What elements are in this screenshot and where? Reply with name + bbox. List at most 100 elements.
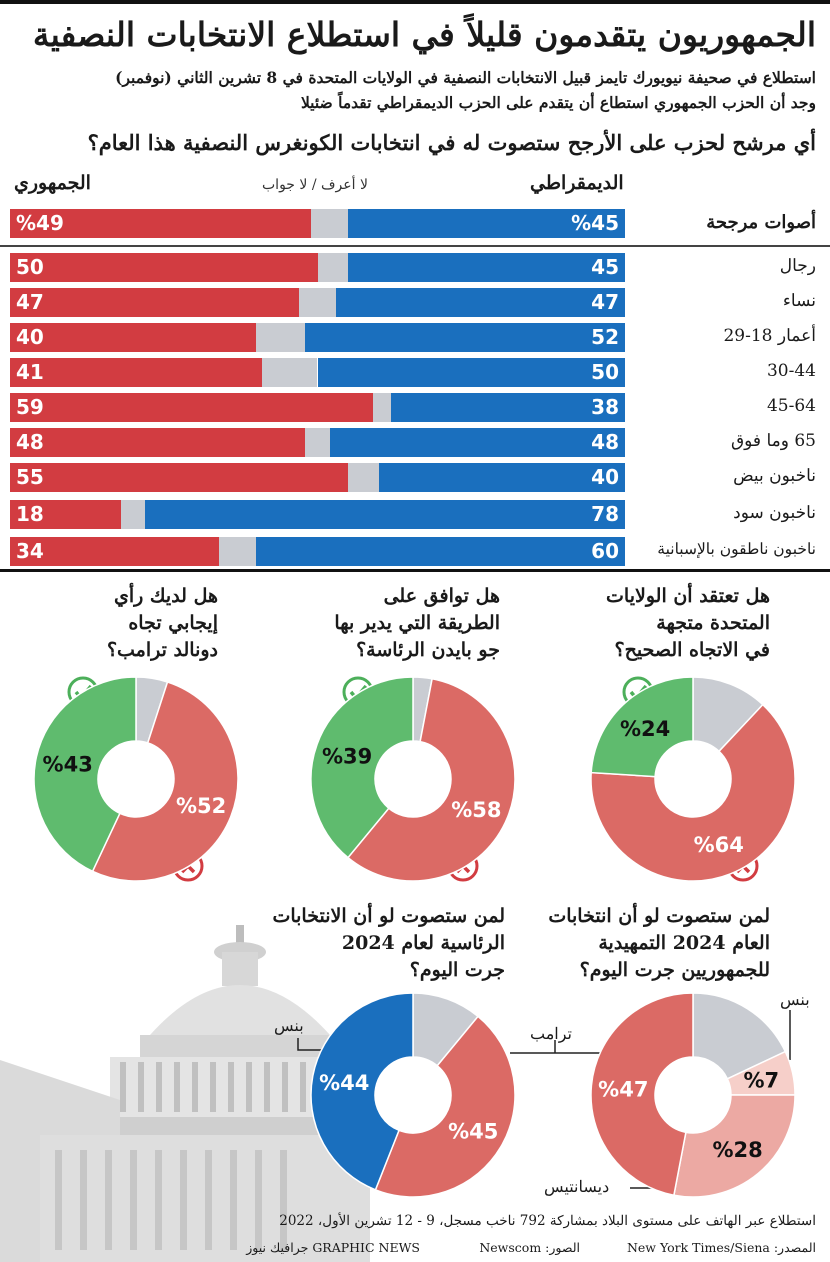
bar-value-democrat: %45: [571, 211, 619, 235]
donut-label: %52: [176, 794, 226, 818]
bar-value-democrat: 47: [591, 290, 619, 314]
bar-value-republican: 47: [16, 290, 44, 314]
donut-label: %39: [322, 744, 372, 768]
bar-row: 40 52: [10, 323, 625, 352]
bar-value-democrat: 52: [591, 325, 619, 349]
bar-unsure: [317, 253, 349, 282]
bar-row: 59 38: [10, 393, 625, 422]
bar-republican: [10, 253, 318, 282]
bar-row: 18 78: [10, 500, 625, 529]
donut-slice: [346, 677, 516, 882]
donut-slice: [590, 703, 796, 882]
bar-unsure: [311, 209, 349, 238]
bar-row-label: 45-64: [766, 396, 816, 416]
donut-label: %64: [694, 833, 744, 857]
bar-unsure: [372, 393, 392, 422]
bar-unsure: [256, 323, 306, 352]
bar-republican: [10, 463, 349, 492]
bar-row: 50 45: [10, 253, 625, 282]
bar-value-republican: 40: [16, 325, 44, 349]
bar-value-republican: %49: [16, 211, 64, 235]
label-pence-primary: بنس: [780, 990, 810, 1009]
pie-question-primary: لمن ستصوت لو أن انتخابات العام 2024 التمه…: [548, 905, 770, 981]
bar-value-republican: 55: [16, 465, 44, 489]
section-divider: [0, 569, 830, 572]
donut-slice: [33, 676, 137, 873]
bar-republican: [10, 288, 300, 317]
subtitle-line-2: وجد أن الحزب الجمهوري استطاع أن يتقدم عل…: [300, 93, 816, 112]
pie-question-presidential: لمن ستصوت لو أن الانتخابات الرئاسية لعام …: [272, 905, 505, 981]
donut-label: %44: [319, 1071, 369, 1095]
donut-slice: [91, 681, 239, 882]
bar-row-label: 30-44: [766, 361, 816, 381]
bar-chart-question: أي مرشح لحزب على الأرجح ستصوت له في انتخ…: [87, 130, 816, 155]
bar-democrat: [335, 288, 625, 317]
bar-unsure: [219, 537, 256, 566]
bar-row-label: رجال: [779, 256, 816, 276]
bar-unsure: [348, 463, 379, 492]
footer-method: استطلاع عبر الهاتف على مستوى البلاد بمشا…: [279, 1213, 816, 1229]
bar-value-republican: 41: [16, 360, 44, 384]
donut-slice: [310, 992, 414, 1191]
bar-value-democrat: 60: [591, 539, 619, 563]
donut-label: %43: [43, 753, 93, 777]
bar-democrat: [145, 500, 625, 529]
donut-label: %28: [712, 1138, 762, 1162]
donut-slice: [692, 992, 787, 1080]
donut-label: %7: [743, 1069, 779, 1093]
bar-separator: [0, 245, 830, 247]
bar-row: 47 47: [10, 288, 625, 317]
bar-democrat: [305, 323, 625, 352]
donut-slice: [673, 1094, 796, 1198]
bar-value-republican: 48: [16, 430, 44, 454]
bar-value-democrat: 78: [591, 502, 619, 526]
bar-value-democrat: 45: [591, 255, 619, 279]
donut-slice: [590, 676, 694, 778]
bar-democrat: [391, 393, 625, 422]
bar-row-label: ناخبون ناطقون بالإسبانية: [657, 540, 816, 558]
donut-label: %24: [620, 717, 670, 741]
bar-row-label: ناخبون سود: [733, 503, 816, 523]
label-desantis: ديسانتيس: [544, 1177, 610, 1196]
bar-row: 34 60: [10, 537, 625, 566]
bar-unsure: [305, 428, 330, 457]
donut-slice: [374, 1015, 516, 1198]
donut-slice: [590, 992, 694, 1197]
top-rule: [0, 0, 830, 4]
bar-value-democrat: 40: [591, 465, 619, 489]
pie-question-biden: هل توافق على الطريقة التي يدير بها جو بايد…: [334, 585, 500, 661]
bar-republican: [10, 393, 373, 422]
bar-row-label: 65 وما فوق: [730, 431, 816, 451]
bar-republican: [10, 209, 312, 238]
bar-value-democrat: 48: [591, 430, 619, 454]
bar-republican: [10, 500, 121, 529]
donut-label: %47: [598, 1077, 648, 1101]
bar-row-label: ناخبون بيض: [733, 466, 816, 486]
label-pence-presidential: بنس: [274, 1016, 304, 1035]
bar-value-republican: 34: [16, 539, 44, 563]
bar-democrat: [256, 537, 625, 566]
page-title: الجمهوريون يتقدمون قليلاً في استطلاع الا…: [32, 15, 816, 54]
subtitle-line-1: استطلاع في صحيفة نيويورك تايمز قبيل الان…: [115, 68, 816, 87]
capitol-illustration: [0, 925, 370, 1262]
bar-row: 48 48: [10, 428, 625, 457]
bar-row: 41 50: [10, 358, 625, 387]
bar-value-republican: 18: [16, 502, 44, 526]
donut-label: %58: [451, 798, 501, 822]
bar-unsure: [299, 288, 336, 317]
bar-row: %49 %45: [10, 209, 625, 238]
democrat-header: الديمقراطي: [530, 172, 624, 194]
bar-republican: [10, 537, 220, 566]
pie-question-direction: هل تعتقد أن الولايات المتحدة متجهة في الات…: [606, 585, 770, 661]
bar-democrat: [348, 253, 625, 282]
bar-value-democrat: 38: [591, 395, 619, 419]
donut-slice: [310, 676, 414, 859]
bar-value-democrat: 50: [591, 360, 619, 384]
label-trump: ترامب: [530, 1024, 573, 1043]
donut-label: %45: [448, 1120, 498, 1144]
bar-value-republican: 59: [16, 395, 44, 419]
bar-unsure: [262, 358, 318, 387]
bar-republican: [10, 358, 263, 387]
bar-row-label: أصوات مرجحة: [706, 212, 816, 233]
